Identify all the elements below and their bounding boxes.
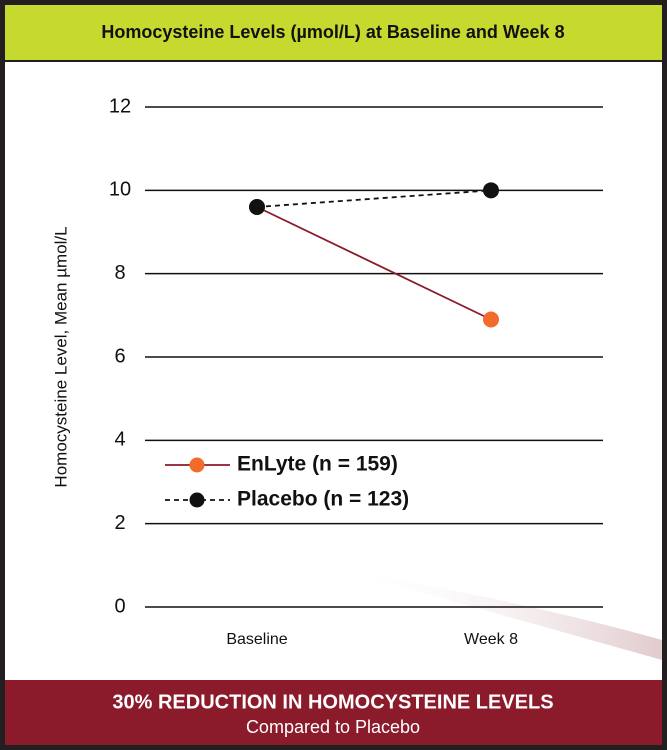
series-line [256, 189, 492, 208]
point [249, 199, 265, 215]
legend-label: EnLyte (n = 159) [237, 453, 398, 476]
y-tick-label: 0 [114, 595, 125, 617]
panel [5, 5, 662, 745]
x-tick-label: Baseline [226, 631, 287, 648]
y-tick-label: 4 [114, 429, 125, 451]
y-tick-label: 2 [114, 512, 125, 534]
point [483, 311, 499, 328]
legend-marker [189, 492, 205, 508]
legend-label: Placebo (n = 123) [237, 488, 409, 511]
y-tick-label: 10 [109, 179, 131, 201]
point [483, 182, 499, 199]
series-line [256, 206, 492, 321]
chart-title: Homocysteine Levels (µmol/L) at Baseline… [101, 22, 564, 42]
legend-marker [189, 457, 205, 473]
y-tick-label: 6 [114, 345, 125, 367]
subline: Compared to Placebo [246, 717, 420, 737]
title-bar [5, 5, 662, 61]
headline: 30% REDUCTION IN HOMOCYSTEINE LEVELS [112, 691, 553, 713]
footer-bar [5, 680, 662, 745]
x-tick-label: Week 8 [464, 631, 518, 648]
y-tick-label: 8 [114, 262, 125, 284]
y-axis-label: Homocysteine Level, Mean µmol/L [51, 226, 70, 487]
y-tick-label: 12 [109, 95, 131, 117]
